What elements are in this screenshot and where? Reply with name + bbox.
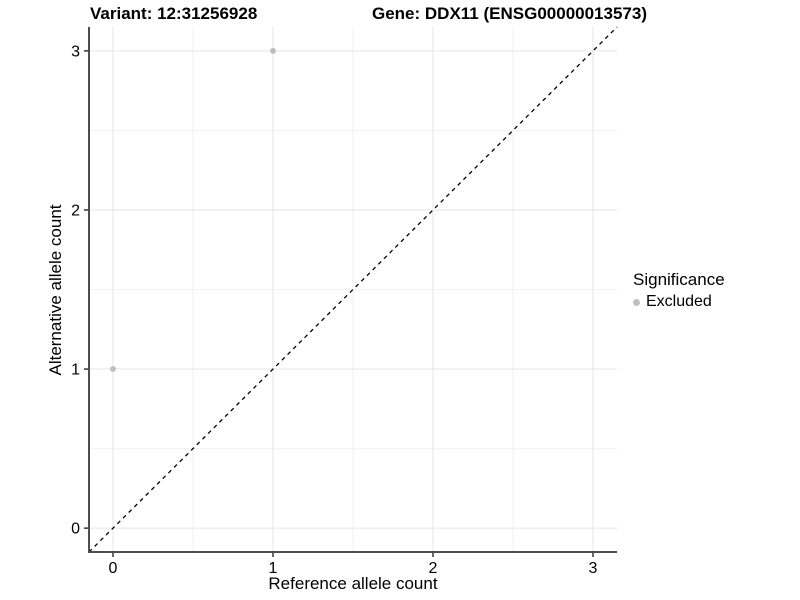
x-tick-label: 0 [109, 560, 118, 577]
y-axis-title: Alternative allele count [46, 204, 65, 376]
data-point [110, 366, 116, 373]
x-tick-label: 3 [589, 560, 598, 577]
y-tick-label: 2 [71, 202, 80, 219]
legend-item-excluded: Excluded [633, 293, 725, 311]
legend-title: Significance [633, 270, 725, 289]
excluded-point-icon [633, 298, 640, 306]
legend-item-label: Excluded [646, 293, 712, 310]
data-point [270, 47, 276, 54]
y-tick-label: 1 [71, 362, 80, 379]
x-tick-label: 1 [269, 560, 278, 577]
gene-title: Gene: DDX11 (ENSG00000013573) [372, 4, 647, 23]
y-tick-label: 3 [71, 43, 80, 60]
x-axis-title: Reference allele count [268, 574, 438, 593]
y-tick-label: 0 [71, 521, 80, 538]
x-tick-label: 2 [429, 560, 438, 577]
variant-title: Variant: 12:31256928 [90, 4, 258, 23]
legend: Significance Excluded [633, 269, 725, 311]
